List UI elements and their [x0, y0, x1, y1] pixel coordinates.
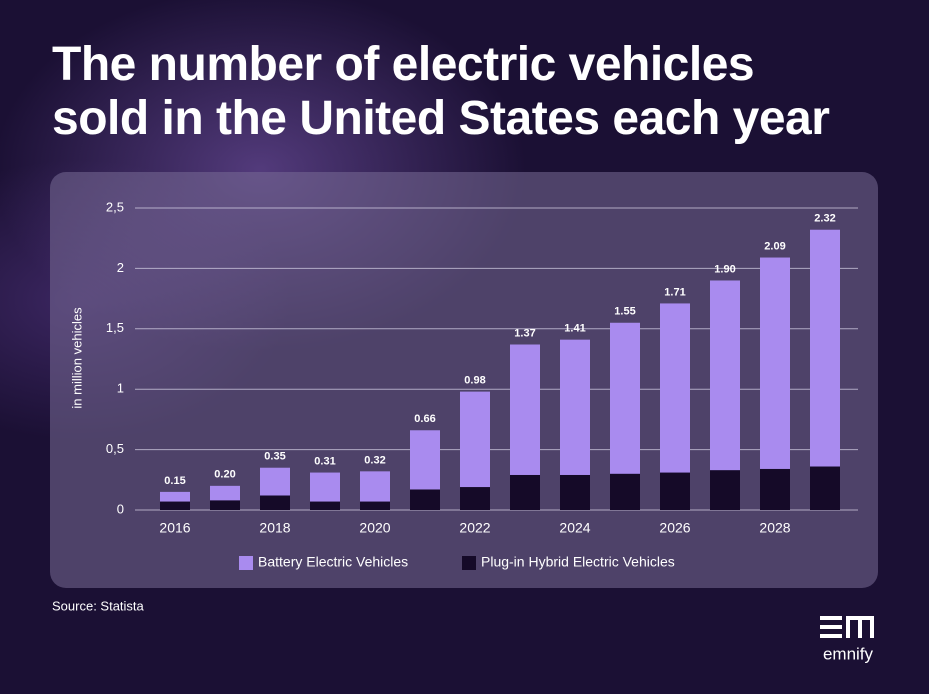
total-label: 1.37: [514, 327, 535, 339]
bar-segment: [460, 487, 490, 510]
total-label: 0.20: [214, 469, 235, 481]
bar-segment: [460, 391, 490, 488]
logo-text: emnify: [823, 644, 874, 663]
legend-label: Battery Electric Vehicles: [258, 554, 408, 570]
total-label: 0.98: [464, 375, 485, 387]
x-tick-label: 2022: [459, 520, 490, 536]
bar-segment: [160, 501, 190, 510]
total-label: 1.90: [714, 263, 735, 275]
total-label: 0.15: [164, 475, 185, 487]
bar-segment: [560, 474, 590, 510]
bar-segment: [160, 491, 190, 502]
bar-segment: [410, 489, 440, 510]
legend-swatch: [462, 556, 476, 570]
total-label: 1.41: [564, 323, 585, 335]
legend-swatch: [239, 556, 253, 570]
bar-segment: [760, 257, 790, 469]
bar-segment: [760, 468, 790, 510]
legend-label: Plug-in Hybrid Electric Vehicles: [481, 554, 675, 570]
bar-segment: [260, 495, 290, 510]
bar-segment: [260, 467, 290, 496]
bar-segment: [310, 472, 340, 502]
bar-segment: [710, 470, 740, 510]
logo-bar: [820, 616, 842, 620]
bar-segment: [660, 303, 690, 473]
logo-bar: [870, 616, 874, 638]
bar-segment: [360, 471, 390, 502]
x-tick-label: 2028: [759, 520, 790, 536]
total-label: 0.31: [314, 455, 335, 467]
chart-title: The number of electric vehicles sold in …: [52, 38, 830, 145]
bar-segment: [210, 485, 240, 501]
bar-segment: [510, 344, 540, 475]
bar-segment: [610, 322, 640, 474]
y-axis-label: in million vehicles: [69, 307, 84, 409]
x-tick-label: 2020: [359, 520, 390, 536]
y-tick-label: 1,5: [106, 320, 124, 335]
total-label: 0.66: [414, 413, 435, 425]
logo-bar: [820, 634, 842, 638]
logo-icon: [820, 616, 874, 638]
y-tick-label: 1: [117, 381, 124, 396]
y-tick-label: 0,5: [106, 441, 124, 456]
total-label: 1.55: [614, 306, 635, 318]
logo-bar: [858, 616, 862, 638]
x-tick-label: 2016: [159, 520, 190, 536]
bar-segment: [710, 280, 740, 471]
bar-segment: [810, 466, 840, 510]
bar-segment: [410, 430, 440, 490]
bar-segment: [510, 474, 540, 510]
logo-bar: [846, 616, 850, 638]
x-tick-label: 2026: [659, 520, 690, 536]
bar-segment: [610, 473, 640, 510]
x-tick-label: 2024: [559, 520, 590, 536]
x-tick-label: 2018: [259, 520, 290, 536]
y-tick-label: 0: [117, 501, 124, 516]
bar-segment: [560, 339, 590, 475]
bar-segment: [660, 472, 690, 510]
logo-bar: [846, 616, 874, 620]
bar-segment: [360, 501, 390, 510]
bar-segment: [310, 501, 340, 510]
bar-segment: [810, 229, 840, 467]
total-label: 2.32: [814, 213, 835, 225]
total-label: 0.35: [264, 451, 285, 463]
total-label: 0.32: [364, 454, 385, 466]
bar-segment: [210, 500, 240, 510]
total-label: 2.09: [764, 240, 785, 252]
logo-bar: [820, 625, 842, 629]
total-label: 1.71: [664, 286, 685, 298]
y-tick-label: 2: [117, 260, 124, 275]
y-tick-label: 2,5: [106, 199, 124, 214]
source: Source: Statista: [52, 598, 145, 613]
